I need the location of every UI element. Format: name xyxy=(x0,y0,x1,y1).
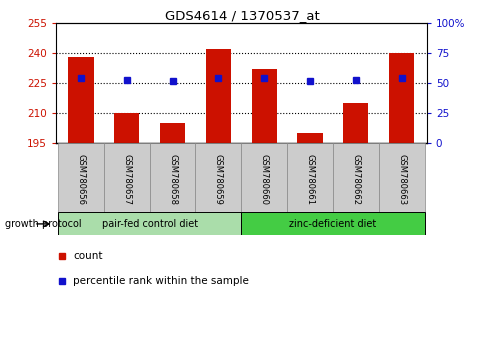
Bar xyxy=(160,123,185,143)
Text: GSM780660: GSM780660 xyxy=(259,154,268,205)
Text: GSM780662: GSM780662 xyxy=(350,154,360,205)
Text: count: count xyxy=(73,251,103,261)
FancyBboxPatch shape xyxy=(58,212,241,235)
Bar xyxy=(68,57,93,143)
FancyBboxPatch shape xyxy=(378,143,424,212)
Text: pair-fed control diet: pair-fed control diet xyxy=(102,219,197,229)
Bar xyxy=(205,49,230,143)
Text: GSM780657: GSM780657 xyxy=(122,154,131,205)
FancyBboxPatch shape xyxy=(241,212,424,235)
FancyBboxPatch shape xyxy=(287,143,332,212)
Text: GSM780659: GSM780659 xyxy=(213,154,223,205)
FancyBboxPatch shape xyxy=(332,143,378,212)
Bar xyxy=(297,133,322,143)
Text: GDS4614 / 1370537_at: GDS4614 / 1370537_at xyxy=(165,9,319,22)
FancyBboxPatch shape xyxy=(241,143,287,212)
FancyBboxPatch shape xyxy=(58,143,104,212)
Text: zinc-deficient diet: zinc-deficient diet xyxy=(288,219,376,229)
Text: GSM780663: GSM780663 xyxy=(396,154,405,205)
Bar xyxy=(251,69,276,143)
Text: growth protocol: growth protocol xyxy=(5,219,81,229)
FancyBboxPatch shape xyxy=(195,143,241,212)
Bar xyxy=(343,103,368,143)
Bar xyxy=(388,53,413,143)
Bar xyxy=(114,113,139,143)
FancyBboxPatch shape xyxy=(150,143,195,212)
FancyBboxPatch shape xyxy=(104,143,150,212)
Text: GSM780656: GSM780656 xyxy=(76,154,85,205)
Text: GSM780661: GSM780661 xyxy=(305,154,314,205)
Text: percentile rank within the sample: percentile rank within the sample xyxy=(73,276,249,286)
Text: GSM780658: GSM780658 xyxy=(168,154,177,205)
